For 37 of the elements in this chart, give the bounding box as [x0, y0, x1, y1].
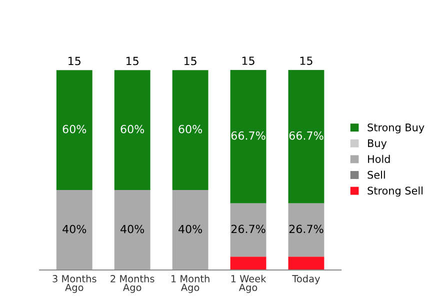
x-tick-label: Today: [292, 274, 320, 284]
annotation: 15: [242, 56, 254, 65]
legend-label: Strong Buy: [368, 123, 424, 134]
bar: [172, 70, 208, 190]
bar: [288, 256, 324, 270]
x-tick-label: 2 Months Ago: [110, 274, 154, 293]
bar: [56, 190, 92, 270]
annotation: 15: [126, 56, 138, 66]
bar: [114, 70, 150, 190]
x-tick-label: 1 Month Ago: [171, 274, 210, 293]
bar: [172, 190, 208, 270]
bar: [230, 256, 266, 270]
bar: [114, 190, 150, 270]
annotation: 15: [184, 56, 196, 66]
legend-label: Strong Sell: [368, 186, 423, 197]
legend-label: Sell: [368, 170, 385, 179]
data-label: 40%: [120, 224, 144, 234]
data-label: 26.7%: [231, 224, 266, 234]
legend-label: Hold: [368, 154, 390, 163]
bar: [288, 70, 324, 204]
x-tick-label: 1 Week Ago: [231, 274, 266, 293]
data-label: 40%: [62, 224, 86, 234]
legend-label: Buy: [368, 139, 387, 150]
data-label: 60%: [62, 124, 86, 134]
bar: [230, 70, 266, 204]
annotation: 15: [68, 56, 80, 66]
data-label: 66.7%: [231, 131, 266, 140]
data-label: 60%: [178, 124, 202, 134]
bar: [288, 203, 324, 257]
data-label: 40%: [178, 224, 202, 234]
x-tick-label: 3 Months Ago: [52, 274, 96, 293]
data-label: 60%: [120, 124, 144, 134]
data-label: 26.7%: [289, 224, 324, 234]
data-label: 66.7%: [289, 131, 324, 140]
annotation: 15: [300, 56, 312, 65]
bar: [56, 70, 92, 190]
bar: [230, 203, 266, 257]
